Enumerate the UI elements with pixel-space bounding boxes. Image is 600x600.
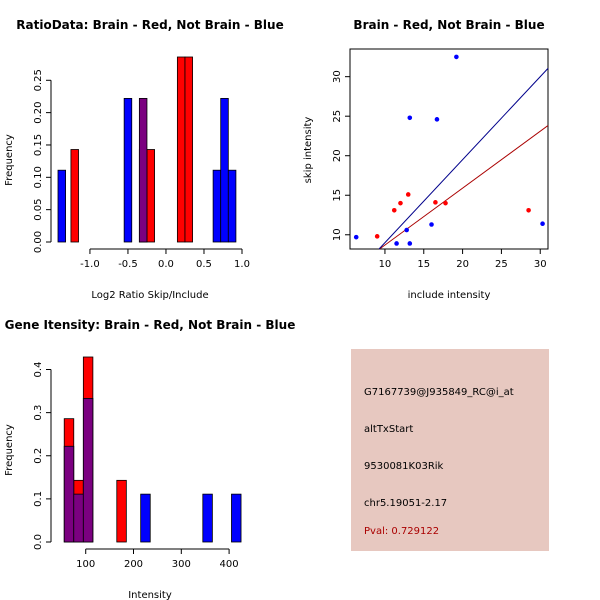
- ratio-bar-brain: [184, 56, 193, 243]
- point-brain: [374, 234, 380, 239]
- intensity-y-tick-label: 0.2: [33, 448, 44, 464]
- ratio-y-tick-label: 0.20: [33, 101, 44, 123]
- ratio-bars: [57, 56, 237, 243]
- intensity-axes: 100 200 300 400 0.0 0.1 0.2 0.3 0.4: [33, 362, 239, 570]
- ratio-bar-brain: [176, 56, 186, 243]
- ratio-y-tick-label: 0.15: [33, 134, 44, 156]
- ratio-x-tick-label: 1.0: [234, 259, 250, 270]
- point-not-brain: [429, 222, 434, 227]
- ratio-y-tick-label: 0.05: [33, 199, 44, 221]
- ratio-y-tick-label: 0.10: [33, 166, 44, 188]
- scatter-title: Brain - Red, Not Brain - Blue: [353, 18, 544, 32]
- point-not-brain: [407, 115, 413, 121]
- scatter-x-tick-label: 20: [456, 259, 469, 270]
- scatter-panel: Brain - Red, Not Brain - Blue include in…: [303, 18, 549, 301]
- point-brain: [443, 200, 448, 206]
- intensity-y-tick-label: 0.1: [33, 491, 44, 507]
- probe-id: G7167739@J935849_RC@i_at: [364, 387, 514, 398]
- scatter-x-tick-label: 10: [379, 259, 392, 270]
- scatter-fit-lines: [378, 68, 549, 250]
- scatter-x-tick-label: 15: [417, 259, 430, 270]
- intensity-bar-brain: [116, 479, 127, 543]
- scatter-y-tick-label: 10: [332, 228, 343, 241]
- intensity-bar-not-brain: [140, 493, 151, 543]
- point-not-brain: [404, 227, 409, 233]
- point-not-brain: [540, 221, 545, 227]
- scatter-x-tick-label: 30: [534, 259, 547, 270]
- gene-name: 9530081K03Rik: [364, 461, 444, 472]
- scatter-points: [353, 54, 545, 246]
- genomic-location: chr5.19051-2.17: [364, 498, 448, 509]
- info-panel: G7167739@J935849_RC@i_at altTxStart 9530…: [351, 349, 549, 551]
- ratio-histogram-panel: RatioData: Brain - Red, Not Brain - Blue…: [4, 18, 284, 301]
- ratio-y-tick-label: 0.25: [33, 69, 44, 91]
- ratio-axes: -1.0 -0.5 0.0 0.5 1.0 0.00 0.05 0.10 0.15 0.20 0.2…: [33, 69, 250, 270]
- scatter-y-tick-label: 15: [332, 189, 343, 202]
- point-brain: [398, 200, 403, 206]
- ratio-bar-not-brain: [138, 97, 148, 243]
- point-brain: [526, 207, 531, 213]
- point-not-brain: [394, 241, 399, 246]
- ratio-bar-not-brain: [227, 169, 237, 243]
- scatter-y-tick-label: 25: [332, 110, 343, 123]
- ratio-bar-not-brain: [123, 97, 133, 243]
- ratio-ylabel: Frequency: [4, 134, 15, 186]
- ratio-title: RatioData: Brain - Red, Not Brain - Blue: [16, 18, 283, 32]
- scatter-xlabel: include intensity: [408, 290, 491, 301]
- ratio-x-tick-label: 0.5: [196, 259, 212, 270]
- ratio-x-tick-label: 0.0: [158, 259, 174, 270]
- point-brain: [405, 192, 411, 197]
- p-value: Pval: 0.729122: [364, 526, 440, 537]
- scatter-x-tick-label: 25: [495, 259, 508, 270]
- scatter-ylabel: skip intensity: [303, 117, 314, 184]
- event-type: altTxStart: [364, 424, 414, 435]
- point-not-brain: [434, 117, 440, 122]
- scatter-plot-box: [349, 48, 549, 250]
- intensity-y-tick-label: 0.4: [33, 362, 44, 378]
- intensity-bar-not-brain: [82, 397, 94, 543]
- ratio-bar-not-brain: [212, 169, 222, 243]
- ratio-bar-not-brain: [220, 97, 229, 243]
- ratio-x-tick-label: -1.0: [80, 259, 100, 270]
- point-not-brain: [454, 54, 459, 60]
- intensity-x-tick-label: 400: [220, 559, 239, 570]
- intensity-title: Gene Itensity: Brain - Red, Not Brain - …: [5, 318, 296, 332]
- intensity-bar-not-brain: [63, 445, 75, 543]
- intensity-y-tick-label: 0.3: [33, 405, 44, 421]
- scatter-y-tick-label: 20: [332, 149, 343, 162]
- intensity-y-tick-label: 0.0: [33, 534, 44, 550]
- fit-line-not-brain: [378, 68, 549, 250]
- intensity-bars: [63, 356, 242, 543]
- point-brain: [391, 207, 397, 213]
- intensity-x-tick-label: 300: [172, 559, 191, 570]
- point-not-brain: [407, 241, 413, 246]
- intensity-histogram-panel: Gene Itensity: Brain - Red, Not Brain - …: [4, 318, 295, 600]
- intensity-xlabel: Intensity: [128, 590, 172, 600]
- point-not-brain: [353, 234, 359, 240]
- intensity-bar-not-brain: [202, 493, 213, 543]
- intensity-bar-not-brain: [73, 493, 84, 543]
- scatter-y-tick-label: 30: [332, 70, 343, 83]
- ratio-bar-brain: [146, 149, 155, 243]
- intensity-ylabel: Frequency: [4, 424, 15, 476]
- intensity-x-tick-label: 200: [124, 559, 143, 570]
- ratio-y-tick-label: 0.00: [33, 231, 44, 253]
- ratio-bar-brain: [70, 149, 79, 243]
- scatter-axes: 10 15 20 25 30 10 15 20 25 30: [332, 70, 547, 270]
- intensity-x-tick-label: 100: [76, 559, 95, 570]
- point-brain: [433, 200, 438, 205]
- ratio-xlabel: Log2 Ratio Skip/Include: [91, 290, 208, 301]
- ratio-x-tick-label: -0.5: [118, 259, 138, 270]
- intensity-bar-not-brain: [231, 493, 242, 543]
- ratio-bar-not-brain: [57, 169, 67, 243]
